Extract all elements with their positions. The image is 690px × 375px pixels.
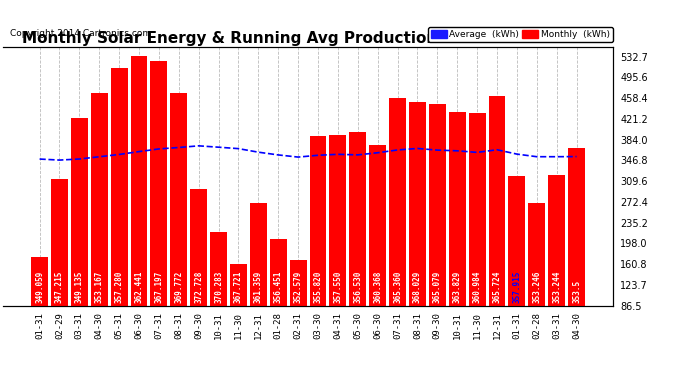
Bar	[429, 104, 446, 354]
Bar	[549, 175, 565, 354]
Text: 353.246: 353.246	[532, 270, 541, 303]
Bar	[170, 93, 187, 354]
Bar	[349, 132, 366, 354]
Bar	[110, 68, 128, 354]
Text: 369.772: 369.772	[175, 270, 184, 303]
Bar	[230, 264, 247, 354]
Text: 356.530: 356.530	[353, 270, 362, 303]
Text: 360.984: 360.984	[473, 270, 482, 303]
Bar	[31, 257, 48, 354]
Title: Monthly Solar Energy & Running Avg Production Sun Mar 30 06:43: Monthly Solar Energy & Running Avg Produ…	[22, 31, 594, 46]
Bar	[130, 56, 148, 354]
Text: 372.728: 372.728	[194, 270, 203, 303]
Bar	[310, 136, 326, 354]
Text: 353.167: 353.167	[95, 270, 103, 303]
Bar	[51, 179, 68, 354]
Bar	[389, 98, 406, 354]
Legend: Average  (kWh), Monthly  (kWh): Average (kWh), Monthly (kWh)	[428, 27, 613, 42]
Bar	[329, 135, 346, 354]
Bar	[409, 102, 426, 354]
Text: 357.280: 357.280	[115, 270, 124, 303]
Text: 353.5: 353.5	[572, 279, 581, 303]
Text: 347.215: 347.215	[55, 270, 64, 303]
Text: 357.550: 357.550	[333, 270, 342, 303]
Text: 357.915: 357.915	[513, 270, 522, 303]
Bar	[469, 113, 486, 354]
Text: 349.135: 349.135	[75, 270, 84, 303]
Text: 349.059: 349.059	[35, 270, 44, 303]
Text: 365.724: 365.724	[493, 270, 502, 303]
Bar	[91, 93, 108, 354]
Bar	[270, 240, 287, 354]
Text: 363.829: 363.829	[453, 270, 462, 303]
Text: 360.368: 360.368	[373, 270, 382, 303]
Text: 367.197: 367.197	[155, 270, 164, 303]
Text: 368.029: 368.029	[413, 270, 422, 303]
Bar	[489, 96, 506, 354]
Text: 367.721: 367.721	[234, 270, 243, 303]
Bar	[150, 62, 168, 354]
Bar	[568, 148, 585, 354]
Text: Copyright 2014 Cartronics.com: Copyright 2014 Cartronics.com	[10, 29, 150, 38]
Text: 365.079: 365.079	[433, 270, 442, 303]
Text: 370.283: 370.283	[214, 270, 223, 303]
Bar	[210, 232, 227, 354]
Bar	[250, 203, 267, 354]
Bar	[290, 260, 306, 354]
Text: 353.244: 353.244	[552, 270, 561, 303]
Text: 365.360: 365.360	[393, 270, 402, 303]
Bar	[71, 118, 88, 354]
Bar	[448, 112, 466, 354]
Text: 355.820: 355.820	[313, 270, 322, 303]
Bar	[190, 189, 207, 354]
Text: 361.359: 361.359	[254, 270, 263, 303]
Bar	[369, 145, 386, 354]
Text: 356.451: 356.451	[274, 270, 283, 303]
Bar	[529, 202, 545, 354]
Bar	[509, 176, 525, 354]
Text: 352.579: 352.579	[294, 270, 303, 303]
Text: 362.441: 362.441	[135, 270, 144, 303]
